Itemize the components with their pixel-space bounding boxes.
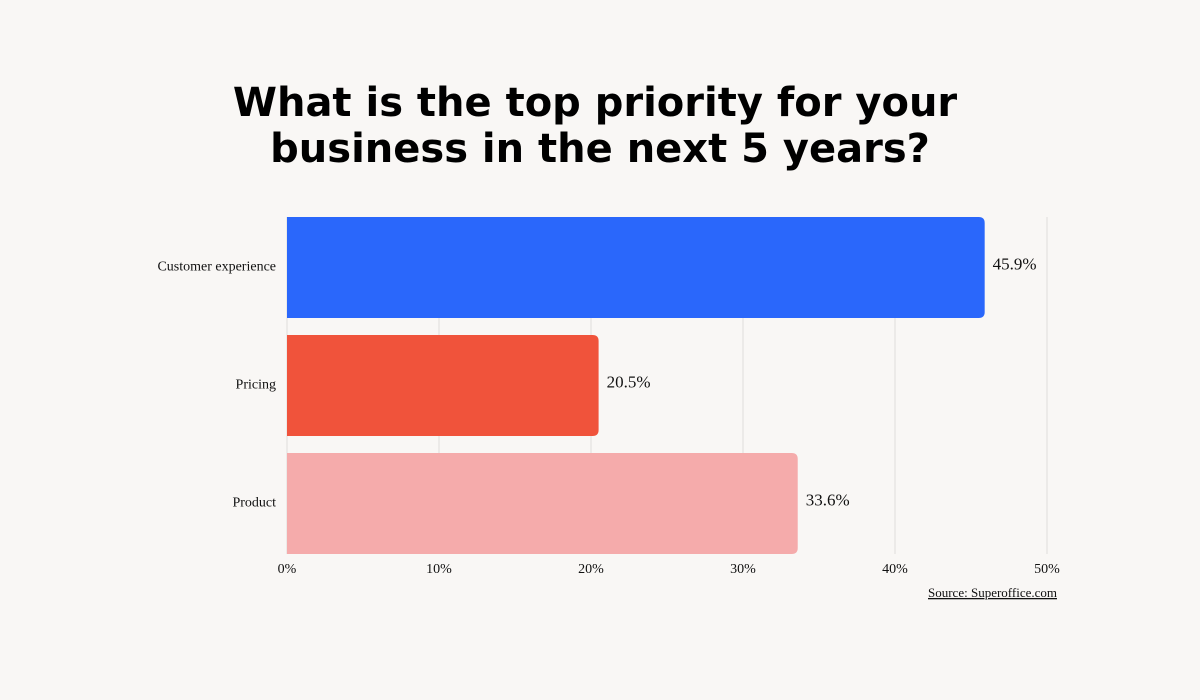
bar: [287, 217, 985, 318]
value-label: 20.5%: [607, 372, 651, 391]
value-label: 33.6%: [806, 490, 850, 509]
chart-title: business in the next 5 years?: [270, 126, 930, 172]
x-tick-label: 40%: [882, 562, 908, 577]
x-tick-label: 0%: [278, 562, 297, 577]
y-tick-label: Pricing: [236, 378, 276, 393]
source: Source: Superoffice.com: [928, 585, 1057, 600]
y-tick-label: Customer experience: [157, 260, 276, 275]
x-tick-label: 50%: [1034, 562, 1060, 577]
bar: [287, 335, 599, 436]
x-tick-label: 30%: [730, 562, 756, 577]
y-tick-label: Product: [232, 496, 276, 511]
bar: [287, 453, 798, 554]
value-label: 45.9%: [993, 254, 1037, 273]
x-tick-label: 10%: [426, 562, 452, 577]
x-tick-label: 20%: [578, 562, 604, 577]
chart-title: What is the top priority for your: [233, 80, 958, 126]
